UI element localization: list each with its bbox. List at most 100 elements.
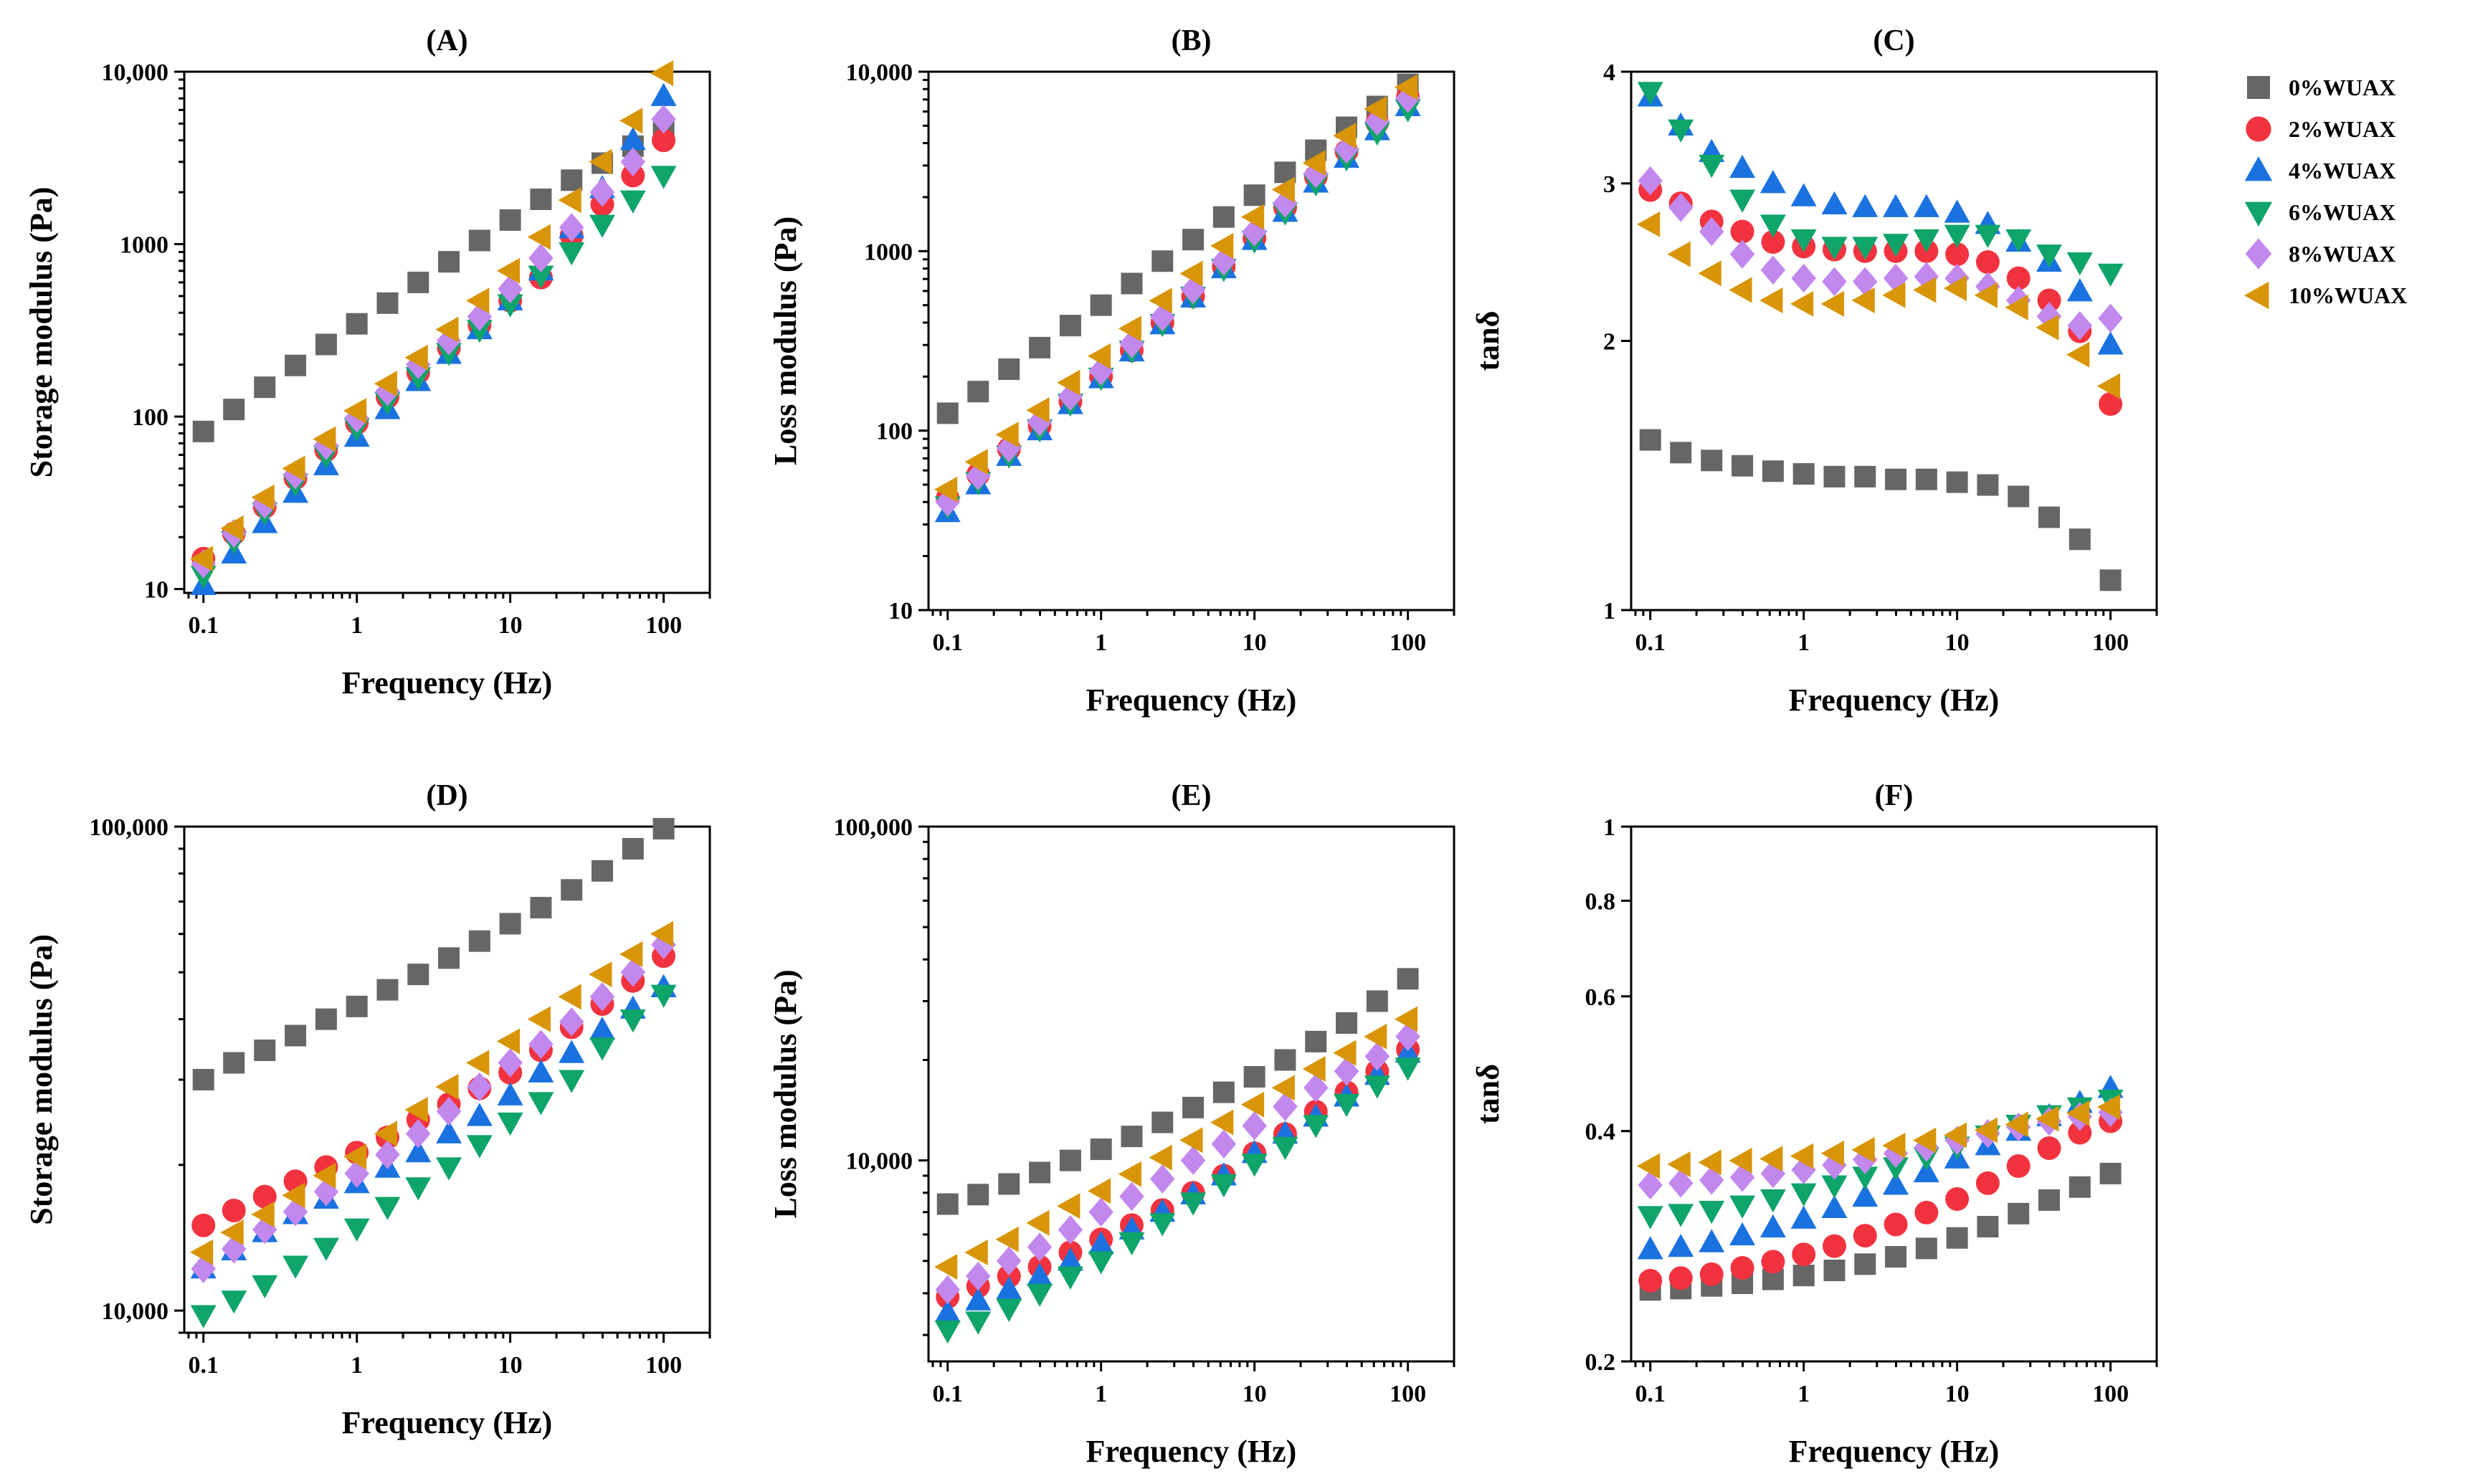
data-point	[497, 1082, 523, 1105]
y-tick-label: 10	[144, 577, 168, 604]
x-tick-label: 10	[498, 612, 523, 639]
data-point	[528, 265, 554, 289]
data-point	[1913, 277, 1937, 303]
data-point	[1913, 1159, 1939, 1183]
series-0pctwuax	[192, 817, 675, 1090]
y-tick-label: 10,000	[846, 1148, 913, 1175]
series-8pctwuax	[191, 105, 676, 579]
data-point	[1882, 1132, 1906, 1159]
data-point	[438, 251, 460, 273]
data-point	[497, 294, 523, 318]
data-point	[619, 941, 643, 967]
legend-label: 4%WUAX	[2289, 158, 2395, 184]
y-tick-label: 10,000	[102, 1298, 169, 1325]
x-tick-label: 0.1	[932, 1381, 963, 1407]
data-point	[1027, 1283, 1053, 1307]
data-point	[1274, 1049, 1296, 1071]
data-point	[1026, 397, 1050, 424]
data-point	[1729, 1195, 1756, 1219]
data-point	[2066, 1100, 2090, 1126]
data-point	[1026, 1209, 1050, 1236]
data-point	[967, 1184, 989, 1206]
data-point	[343, 1143, 367, 1170]
y-tick-label: 1	[1603, 598, 1615, 624]
data-point	[220, 515, 244, 541]
data-point	[2038, 506, 2061, 528]
y-tick-label: 0.8	[1585, 888, 1616, 915]
data-point	[1668, 1169, 1694, 1198]
data-point	[592, 860, 614, 882]
data-point	[2069, 1176, 2091, 1198]
data-point	[496, 257, 521, 284]
y-tick-label: 10	[888, 598, 913, 624]
data-point	[1820, 1140, 1844, 1166]
data-point	[1058, 1215, 1083, 1245]
x-axis-label: Frequency (Hz)	[342, 665, 553, 700]
data-point	[1974, 1117, 1998, 1143]
data-point	[374, 371, 397, 397]
data-point	[1823, 465, 1846, 487]
data-point	[466, 1050, 490, 1076]
data-point	[934, 476, 958, 503]
data-point	[1977, 474, 1999, 496]
data-point	[965, 1261, 991, 1291]
data-point	[376, 979, 399, 1001]
data-point	[1366, 990, 1388, 1012]
x-tick-label: 100	[645, 612, 682, 639]
data-point	[965, 1287, 992, 1311]
data-point	[530, 188, 552, 210]
data-point	[1852, 1183, 1879, 1207]
data-point	[499, 913, 521, 935]
data-point	[2066, 278, 2093, 302]
data-point	[2036, 314, 2059, 341]
data-point	[282, 455, 305, 482]
data-point	[1305, 1030, 1327, 1052]
x-tick-label: 0.1	[1635, 629, 1666, 656]
x-tick-label: 0.1	[932, 629, 963, 656]
legend-label: 0%WUAX	[2289, 75, 2395, 100]
data-point	[1699, 1262, 1724, 1286]
series-6pctwuax	[190, 984, 677, 1328]
legend-label: 2%WUAX	[2289, 116, 2395, 142]
data-point	[619, 126, 646, 151]
data-point	[1822, 1234, 1846, 1258]
data-point	[1699, 217, 1724, 247]
data-point	[1698, 1149, 1721, 1176]
data-point	[1121, 272, 1143, 295]
data-point	[2066, 252, 2093, 276]
data-point	[466, 287, 490, 314]
data-point	[190, 1305, 217, 1328]
data-point	[589, 1037, 616, 1061]
data-point	[1884, 1212, 1908, 1237]
data-point	[438, 947, 460, 969]
legend-item-4pctwuax: 4%WUAX	[2244, 156, 2395, 184]
data-point	[499, 209, 521, 231]
data-point	[1974, 282, 1998, 308]
chart-panel-c: (C) 0.1 1 10 100 1 2 3 4 Frequency (Hz) tanδ	[1471, 24, 2158, 718]
data-point	[965, 1311, 992, 1335]
data-point	[620, 147, 646, 177]
data-point	[1823, 1260, 1846, 1282]
data-point	[558, 984, 581, 1010]
data-point	[650, 921, 674, 947]
data-point	[1179, 1127, 1203, 1154]
data-point	[1729, 1222, 1756, 1246]
data-point	[1637, 1206, 1663, 1229]
series-0pctwuax	[936, 73, 1419, 424]
plot-frame	[1630, 825, 2158, 1363]
data-point	[376, 292, 399, 314]
data-point	[1944, 199, 1970, 223]
y-tick-label: 10,000	[102, 60, 169, 86]
x-tick-label: 100	[645, 1352, 682, 1379]
data-point	[1790, 1205, 1817, 1229]
data-point	[1243, 1066, 1265, 1088]
data-point	[528, 1092, 554, 1116]
data-point	[222, 1198, 246, 1222]
x-tick-label: 10	[1243, 629, 1267, 656]
data-point	[1699, 154, 1725, 179]
x-tick-label: 100	[2092, 629, 2129, 656]
data-point	[313, 1237, 339, 1261]
x-axis-label: Frequency (Hz)	[1086, 1434, 1297, 1469]
data-point	[252, 1275, 278, 1299]
data-point	[466, 320, 493, 343]
